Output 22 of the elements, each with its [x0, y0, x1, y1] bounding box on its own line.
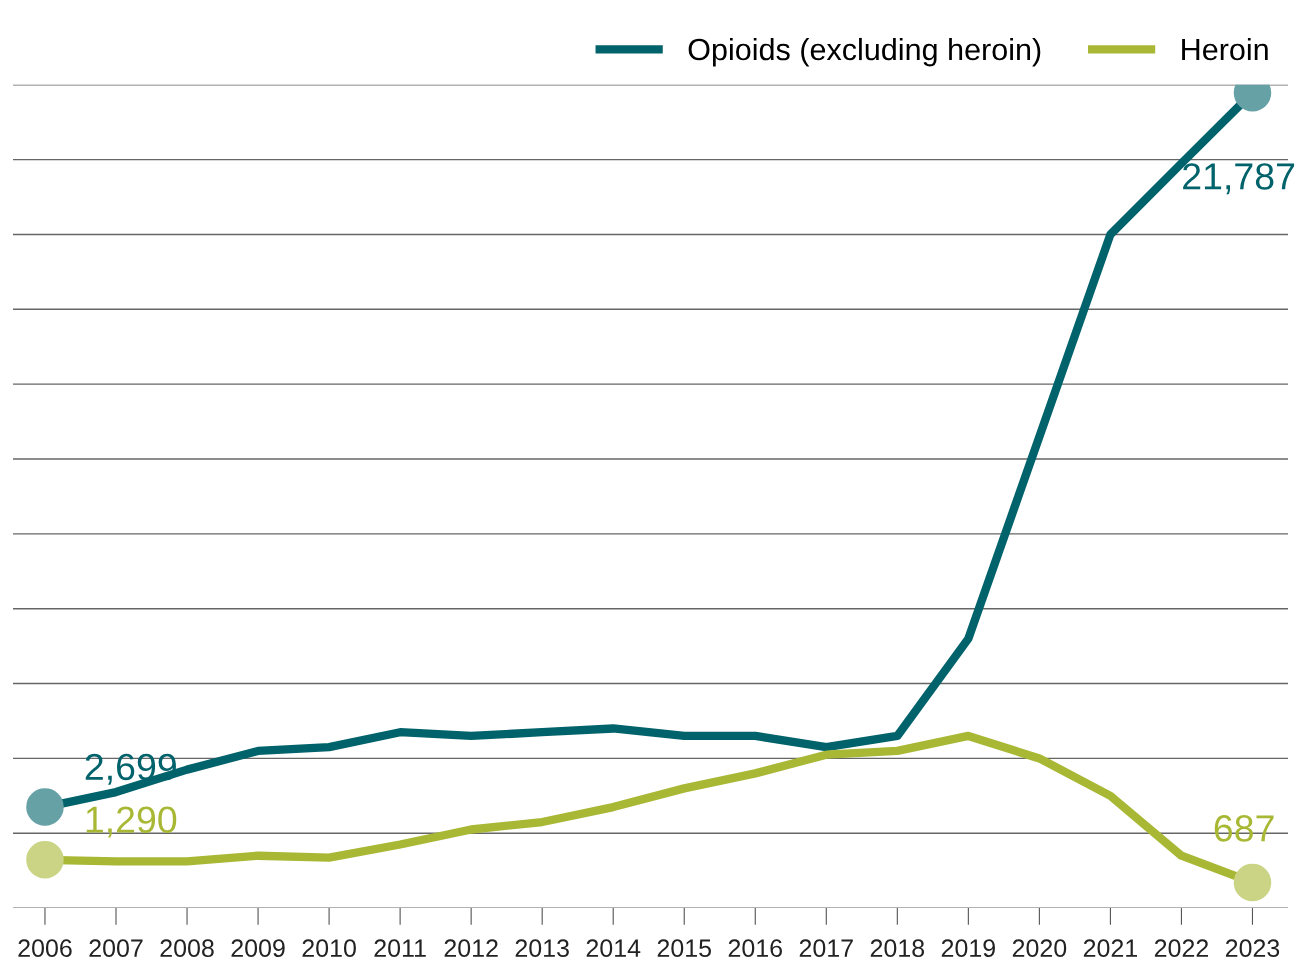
- x-tick-label: 2009: [231, 939, 285, 958]
- x-tick-label: 2020: [1012, 939, 1067, 958]
- x-tick-label: 2016: [728, 939, 782, 958]
- x-tick-label: 2023: [1225, 939, 1280, 958]
- x-tick-label: 2011: [374, 939, 426, 958]
- legend-label: Heroin: [1182, 37, 1268, 61]
- x-tick-label: 2021: [1083, 939, 1138, 958]
- data-label: 21,787: [1183, 163, 1295, 195]
- x-tick-label: 2019: [941, 939, 995, 958]
- x-tick-label: 2022: [1154, 939, 1208, 958]
- x-tick-label: 2014: [586, 939, 641, 958]
- x-tick-label: 2015: [657, 939, 711, 958]
- x-tick-label: 2008: [160, 939, 214, 958]
- x-tick-label: 2012: [444, 939, 498, 958]
- x-tick-label: 2007: [89, 939, 143, 958]
- x-tick-label: 2006: [18, 939, 72, 958]
- x-tick-label: 2017: [799, 939, 853, 958]
- x-tick-label: 2013: [515, 939, 569, 958]
- data-label: 1,290: [86, 806, 177, 838]
- x-tick-label: 2010: [302, 939, 356, 958]
- legend-label: Opioids (excluding heroin): [688, 37, 1041, 67]
- x-tick-label: 2018: [870, 939, 925, 958]
